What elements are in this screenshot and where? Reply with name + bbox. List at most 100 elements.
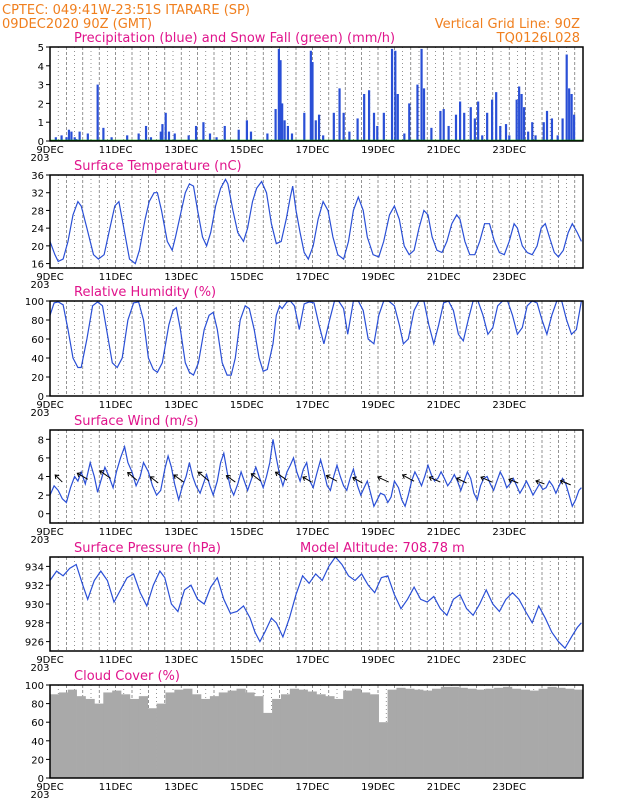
precip-bar (348, 131, 351, 141)
x-under-label: 203 (30, 280, 49, 291)
precip-bar (570, 94, 573, 141)
x-tick-label: 15DEC (230, 272, 264, 283)
series-line (49, 178, 582, 265)
cloud-bar (431, 688, 442, 778)
precip-bar (290, 133, 294, 141)
precip-bar (60, 135, 63, 141)
x-tick-label: 17DEC (296, 782, 330, 793)
wind-arrow (302, 476, 312, 483)
y-tick-label: 80 (31, 700, 44, 711)
cloud-bar (227, 690, 237, 778)
y-tick-label: 0 (38, 510, 44, 521)
cloud-bar (467, 688, 477, 778)
precip-bar (499, 125, 502, 141)
x-tick-label: 17DEC (296, 145, 330, 156)
cloud-bar (76, 696, 86, 778)
wind-arrow (560, 480, 571, 486)
wind-arrow-head (302, 476, 307, 481)
cloud-bar (129, 698, 140, 778)
precip-bar (159, 131, 162, 141)
cloud-bar (121, 694, 131, 778)
x-tick-label: 9DEC (36, 272, 63, 283)
panel-title: Cloud Cover (%) (74, 669, 180, 684)
cloud-bar (112, 690, 122, 778)
cloud-bar (280, 694, 291, 778)
panel-title: Surface Pressure (hPa) (74, 541, 221, 556)
panel-5: Cloud Cover (%) 0 20 40 60 80 100 9DEC 11DEC 13DE… (25, 669, 584, 800)
x-tick-label: 11DEC (99, 527, 133, 538)
x-tick-label: 13DEC (164, 145, 198, 156)
precip-bar (420, 48, 423, 141)
precip-bar (266, 133, 269, 141)
wind-arrow (429, 476, 441, 483)
precip-bar (430, 127, 433, 141)
wind-arrow (198, 471, 210, 482)
y-tick-label: 28 (31, 206, 44, 217)
cloud-bar (476, 689, 486, 778)
precip-bar (322, 135, 325, 141)
cloud-bar (511, 688, 522, 778)
precip-bar (522, 107, 526, 141)
precip-bar (556, 135, 559, 141)
precip-bar (473, 118, 476, 141)
cloud-bar (405, 688, 415, 778)
y-tick-label: 40 (31, 354, 44, 365)
x-tick-label: 23DEC (492, 400, 526, 411)
x-tick-label: 23DEC (492, 782, 526, 793)
cloud-bar (298, 689, 308, 778)
cloud-bar (254, 696, 264, 778)
x-tick-label: 15DEC (230, 782, 264, 793)
precip-bar (215, 137, 218, 141)
precip-bar (477, 101, 480, 141)
precip-bar (161, 124, 164, 141)
x-tick-label: 21DEC (427, 655, 461, 666)
wind-arrow-head (535, 479, 540, 485)
precip-bar (67, 129, 71, 141)
precip-bar (70, 131, 73, 141)
panel-1: Surface Temperature (nC) 16 20 24 28 32 36 9DEC… (30, 159, 584, 291)
precip-bar (281, 103, 284, 141)
cloud-bar (307, 691, 317, 778)
panel-title: Surface Wind (m/s) (74, 414, 198, 429)
precip-bar (495, 92, 498, 141)
y-tick-label: 8 (38, 435, 44, 446)
wind-arrow (456, 477, 467, 484)
cloud-bar (165, 692, 175, 778)
precip-bar (504, 124, 508, 141)
y-tick-label: 930 (25, 600, 44, 611)
wind-arrow-head (401, 473, 407, 479)
y-tick-label: 2 (38, 99, 44, 110)
precip-bar (490, 99, 494, 141)
cloud-bar (272, 698, 282, 778)
wind-arrow-head (559, 479, 565, 485)
x-tick-label: 13DEC (164, 782, 198, 793)
precip-bar (311, 62, 314, 141)
precip-bar (73, 137, 76, 141)
x-tick-label: 19DEC (361, 145, 395, 156)
panel-title: Precipitation (blue) and Snow Fall (gree… (74, 31, 395, 46)
precip-bar (245, 120, 248, 141)
precip-bar (279, 60, 282, 141)
model-code: TQ0126L028 (496, 31, 580, 46)
x-tick-label: 17DEC (296, 527, 330, 538)
cloud-bar (325, 696, 335, 778)
cloud-bar (449, 686, 459, 778)
x-tick-label: 19DEC (361, 782, 395, 793)
wind-arrow (508, 478, 519, 484)
wind-arrow-head (274, 471, 280, 477)
cloud-bar (485, 688, 495, 778)
precip-bar (534, 135, 537, 141)
y-tick-label: 934 (25, 562, 44, 573)
x-tick-label: 17DEC (296, 400, 330, 411)
y-tick-label: 928 (25, 619, 44, 630)
cloud-bar (85, 698, 95, 778)
wind-arrow-head (428, 475, 434, 481)
y-tick-label: 16 (31, 260, 44, 271)
precip-bar (382, 112, 385, 141)
precip-bar (363, 94, 366, 141)
precip-bar (223, 125, 226, 141)
wind-arrow-head (508, 477, 513, 483)
precip-bar (137, 133, 140, 141)
x-tick-label: 13DEC (164, 400, 198, 411)
panel-frame (49, 46, 584, 142)
